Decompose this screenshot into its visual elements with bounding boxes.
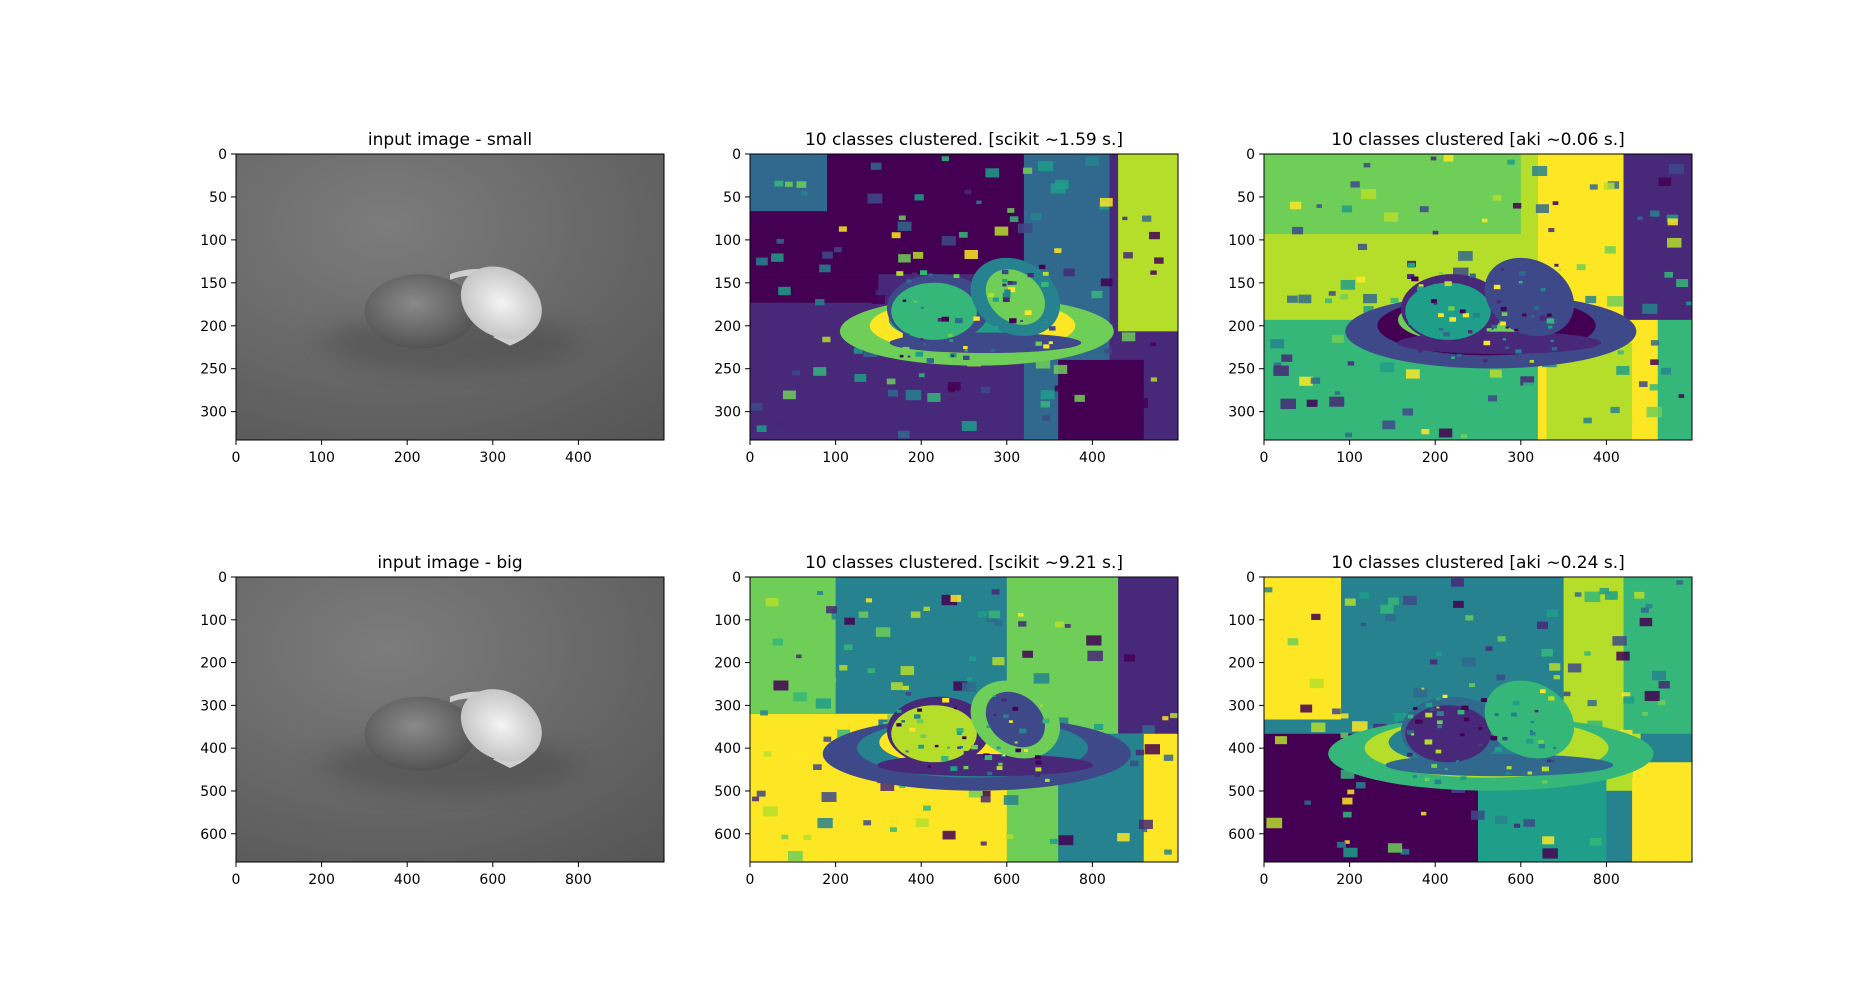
y-tick-label: 100 — [1228, 233, 1255, 249]
x-tick-label: 200 — [1422, 450, 1449, 466]
x-tick-label: 200 — [394, 450, 421, 466]
y-tick-label: 300 — [714, 698, 741, 714]
subplot-1: input image - small 0 100 200 300 400 0 50 100 15… — [200, 130, 665, 466]
y-tick-label: 0 — [218, 570, 227, 586]
y-tick-label: 500 — [1228, 784, 1255, 800]
y-tick-label: 150 — [714, 276, 741, 292]
x-tick-label: 400 — [394, 872, 421, 888]
y-tick-label: 100 — [200, 233, 227, 249]
y-tick-label: 300 — [1228, 405, 1255, 421]
y-tick-label: 50 — [723, 190, 741, 206]
x-tick-label: 200 — [1336, 872, 1363, 888]
x-tick-label: 0 — [1260, 450, 1269, 466]
y-tick-label: 250 — [1228, 362, 1255, 378]
y-tick-label: 600 — [714, 827, 741, 843]
y-tick-label: 300 — [200, 405, 227, 421]
y-tick-label: 500 — [714, 784, 741, 800]
axes-frame — [749, 153, 1179, 441]
y-tick-label: 300 — [714, 405, 741, 421]
y-tick-label: 250 — [200, 362, 227, 378]
cluster-map — [750, 577, 1178, 862]
x-tick-label: 300 — [1507, 450, 1534, 466]
x-tick-label: 600 — [1507, 872, 1534, 888]
y-tick-label: 50 — [209, 190, 227, 206]
y-tick-label: 0 — [1246, 147, 1255, 163]
axes-frame — [1263, 153, 1693, 441]
x-tick-label: 600 — [993, 872, 1020, 888]
y-tick-label: 50 — [1237, 190, 1255, 206]
x-tick-label: 100 — [822, 450, 849, 466]
y-tick-label: 100 — [714, 233, 741, 249]
x-tick-label: 400 — [1422, 872, 1449, 888]
cluster-map — [1264, 154, 1692, 440]
subplot-3: 10 classes clustered [aki ~0.06 s.] 0 100 2… — [1228, 130, 1693, 466]
y-tick-label: 200 — [1228, 319, 1255, 335]
y-tick-label: 300 — [200, 698, 227, 714]
x-tick-label: 0 — [232, 450, 241, 466]
x-tick-label: 300 — [993, 450, 1020, 466]
y-tick-label: 0 — [1246, 570, 1255, 586]
y-tick-label: 600 — [200, 827, 227, 843]
subplot-title: input image - small — [368, 130, 532, 150]
subplot-2: 10 classes clustered. [scikit ~1.59 s.] 0… — [714, 130, 1179, 466]
y-tick-label: 150 — [200, 276, 227, 292]
input-image — [236, 154, 664, 440]
x-tick-label: 0 — [232, 872, 241, 888]
y-tick-label: 100 — [200, 613, 227, 629]
subplot-6: 10 classes clustered [aki ~0.24 s.] 0 200 4… — [1228, 553, 1693, 888]
x-tick-label: 400 — [1079, 450, 1106, 466]
x-tick-label: 200 — [822, 872, 849, 888]
y-tick-label: 100 — [1228, 613, 1255, 629]
y-tick-label: 300 — [1228, 698, 1255, 714]
y-tick-label: 200 — [714, 656, 741, 672]
input-image — [236, 577, 664, 862]
cluster-map — [750, 154, 1178, 440]
subplot-title: input image - big — [377, 553, 522, 573]
y-tick-label: 400 — [1228, 741, 1255, 757]
x-tick-label: 0 — [1260, 872, 1269, 888]
x-tick-label: 600 — [479, 872, 506, 888]
y-tick-label: 200 — [200, 319, 227, 335]
axes-frame — [1263, 576, 1693, 863]
cluster-map — [1264, 577, 1692, 862]
y-tick-label: 200 — [1228, 656, 1255, 672]
x-tick-label: 800 — [1079, 872, 1106, 888]
axes-frame — [235, 153, 665, 441]
x-tick-label: 100 — [308, 450, 335, 466]
y-tick-label: 0 — [732, 147, 741, 163]
y-tick-label: 400 — [200, 741, 227, 757]
y-tick-label: 500 — [200, 784, 227, 800]
y-tick-label: 150 — [1228, 276, 1255, 292]
y-tick-label: 400 — [714, 741, 741, 757]
x-tick-label: 100 — [1336, 450, 1363, 466]
x-tick-label: 200 — [308, 872, 335, 888]
x-tick-label: 0 — [746, 450, 755, 466]
y-tick-label: 0 — [218, 147, 227, 163]
y-tick-label: 600 — [1228, 827, 1255, 843]
subplot-4: input image - big 0 200 400 600 800 0 100 200 300… — [200, 553, 665, 888]
x-tick-label: 800 — [565, 872, 592, 888]
y-tick-label: 200 — [200, 656, 227, 672]
x-tick-label: 300 — [479, 450, 506, 466]
x-tick-label: 400 — [1593, 450, 1620, 466]
x-tick-label: 200 — [908, 450, 935, 466]
axes-frame — [235, 576, 665, 863]
x-tick-label: 400 — [908, 872, 935, 888]
x-tick-label: 0 — [746, 872, 755, 888]
x-tick-label: 400 — [565, 450, 592, 466]
x-tick-label: 800 — [1593, 872, 1620, 888]
y-tick-label: 100 — [714, 613, 741, 629]
axes-frame — [749, 576, 1179, 863]
subplot-title: 10 classes clustered. [scikit ~1.59 s.] — [805, 130, 1123, 150]
subplot-5: 10 classes clustered. [scikit ~9.21 s.] 0… — [714, 553, 1179, 888]
subplot-title: 10 classes clustered [aki ~0.24 s.] — [1331, 553, 1624, 573]
y-tick-label: 200 — [714, 319, 741, 335]
y-tick-label: 250 — [714, 362, 741, 378]
y-tick-label: 0 — [732, 570, 741, 586]
subplot-title: 10 classes clustered. [scikit ~9.21 s.] — [805, 553, 1123, 573]
subplot-title: 10 classes clustered [aki ~0.06 s.] — [1331, 130, 1624, 150]
